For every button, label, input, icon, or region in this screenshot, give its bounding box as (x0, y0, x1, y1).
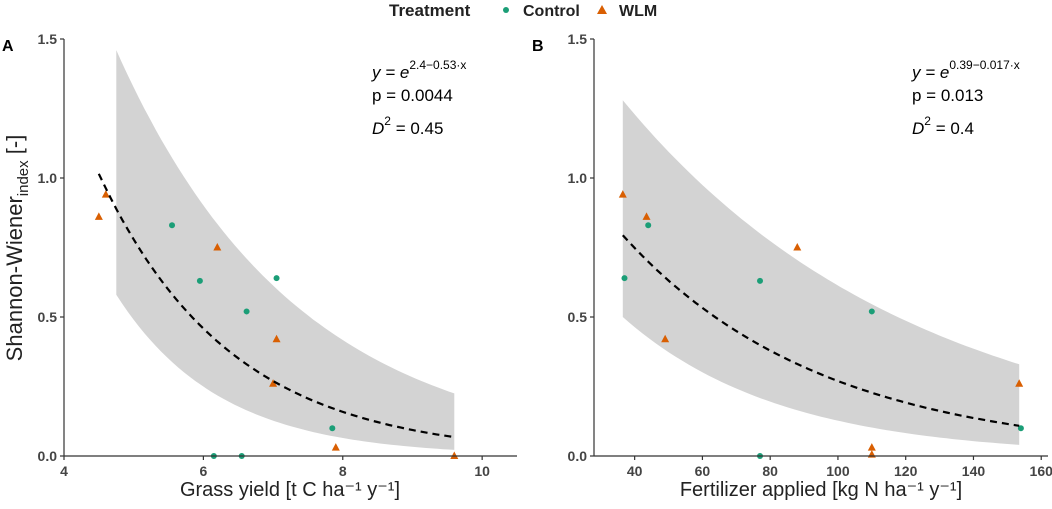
legend: Treatment Control WLM (389, 1, 657, 20)
panel-b-wlm-point (642, 212, 651, 220)
panel-b-wlm-point (867, 443, 876, 451)
panel-b-d2: D2 = 0.4 (912, 114, 974, 138)
panel-a-y-tick-label: 0.5 (38, 309, 58, 325)
panel-a-control-point (243, 308, 250, 315)
panel-a-wlm-point (331, 443, 340, 451)
panel-b-y-tick-label: 0.0 (568, 448, 588, 464)
panel-b-wlm-point (1015, 379, 1024, 387)
panel-b-xlabel: Fertilizer applied [kg N ha⁻¹ y⁻¹] (680, 479, 962, 501)
panel-b-x-tick-label: 80 (762, 463, 778, 479)
panel-b-confidence-band (622, 100, 1020, 445)
panel-b-label: B (532, 38, 544, 55)
panel-a-y-tick-label: 1.5 (38, 31, 58, 47)
panel-a-d2: D2 = 0.45 (372, 114, 443, 138)
panel-b-wlm-point (661, 334, 670, 343)
panel-a-y-tick-label: 0.0 (38, 448, 58, 464)
panel-a-fit-curve (97, 173, 455, 439)
panel-a-control-point (273, 275, 280, 282)
panel-b-fit-curve (621, 234, 1020, 427)
panel-a: A 0.0 0.5 1.0 1.5 4 6 8 10 Grass yield [t C ha… (2, 31, 517, 501)
panel-a-x-tick-label: 10 (474, 463, 490, 479)
panel-b-control-point (868, 308, 875, 315)
panel-b-x-tick-label: 40 (627, 463, 643, 479)
legend-wlm-label: WLM (619, 3, 657, 20)
panel-a-control-point (196, 277, 203, 284)
panel-b-control-point (621, 275, 628, 282)
panel-a-wlm-point (213, 243, 222, 251)
legend-control-marker (503, 7, 509, 13)
panel-a-p-value: p = 0.0044 (372, 86, 453, 105)
panel-a-control-point (169, 222, 176, 229)
panel-a-wlm-point (450, 451, 459, 459)
panel-b-y-tick-label: 1.0 (568, 170, 588, 186)
panel-a-y-tick-label: 1.0 (38, 170, 58, 186)
panel-a-x-tick-label: 8 (339, 463, 347, 479)
panel-b-control-point (645, 222, 652, 229)
panel-b-x-tick-label: 60 (695, 463, 711, 479)
panel-a-wlm-point (94, 212, 103, 220)
legend-control-label: Control (523, 3, 580, 20)
panel-b-annotation: y = e0.39−0.017·x p = 0.013 D2 = 0.4 (911, 58, 1020, 138)
panel-b-equation: y = e0.39−0.017·x (911, 58, 1020, 82)
panel-b-wlm-point (618, 190, 627, 198)
panel-b-y-tick-label: 0.5 (568, 309, 588, 325)
panel-a-control-point (329, 425, 336, 432)
panel-a-wlm-point (269, 379, 278, 387)
panel-b-x-tick-label: 160 (1030, 463, 1052, 479)
panel-b-x-tick-label: 100 (826, 463, 850, 479)
panel-b: B 0.0 0.5 1.0 1.5 40 60 80 100 120 140 160 Fertil… (532, 31, 1052, 501)
panel-a-confidence-band (116, 50, 455, 450)
legend-title: Treatment (389, 1, 471, 20)
panel-a-equation: y = e2.4−0.53·x (371, 58, 466, 82)
panel-a-x-tick-label: 6 (199, 463, 207, 479)
panel-a-x-tick-label: 4 (60, 463, 68, 479)
panel-a-label: A (2, 38, 14, 55)
panel-a-wlm-point (101, 190, 110, 198)
panel-b-wlm-point (793, 243, 802, 251)
panel-a-wlm-point (272, 334, 281, 343)
panel-a-annotation: y = e2.4−0.53·x p = 0.0044 D2 = 0.45 (371, 58, 466, 138)
panel-b-p-value: p = 0.013 (912, 86, 983, 105)
y-axis-title: Shannon-Wienerindex [-] (2, 135, 32, 362)
panel-b-control-point (757, 277, 764, 284)
panel-b-x-tick-label: 140 (962, 463, 986, 479)
panel-b-control-point (1017, 425, 1024, 432)
panel-a-xlabel: Grass yield [t C ha⁻¹ y⁻¹] (180, 479, 400, 501)
panel-b-x-tick-label: 120 (894, 463, 918, 479)
panel-b-y-tick-label: 1.5 (568, 31, 588, 47)
legend-wlm-marker (597, 5, 607, 14)
